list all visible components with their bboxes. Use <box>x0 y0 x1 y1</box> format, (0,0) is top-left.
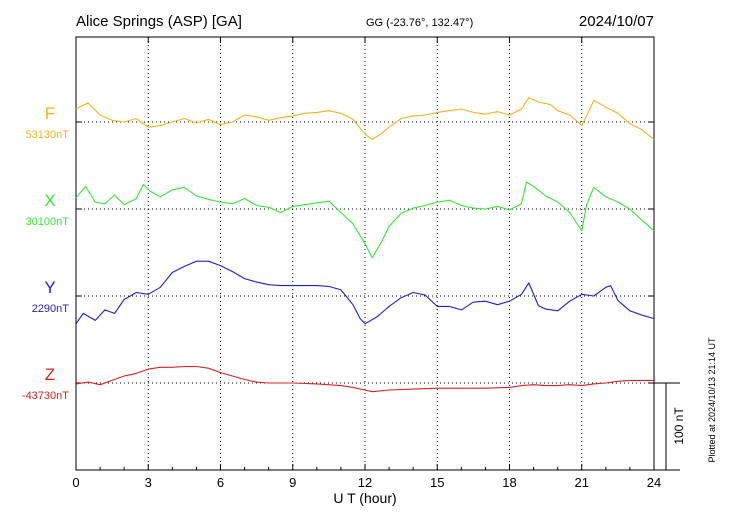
series-baseline-Z: -43730nT <box>22 390 69 402</box>
plot-date: 2024/10/07 <box>579 13 654 30</box>
station-title: Alice Springs (ASP) [GA] <box>76 13 242 30</box>
series-name-Z: Z <box>45 365 55 384</box>
series-lines <box>75 97 655 393</box>
series-baseline-X: 30100nT <box>26 216 70 228</box>
station-coords: GG (-23.76°, 132.47°) <box>366 17 473 29</box>
series-line-F <box>75 97 655 140</box>
tick-label-x-21: 21 <box>575 475 589 490</box>
tick-label-x-3: 3 <box>145 475 152 490</box>
vertical-gridlines <box>147 37 583 470</box>
x-axis-label: U T (hour) <box>333 490 396 506</box>
series-name-F: F <box>45 104 55 123</box>
scale-bar-label: 100 nT <box>672 407 686 445</box>
series-line-X <box>75 181 655 259</box>
series-line-Y <box>75 260 655 325</box>
series-labels: F 53130nT X 30100nT Y 2290nT Z -43730nT <box>22 104 69 402</box>
tick-label-x-12: 12 <box>358 475 372 490</box>
tick-label-x-9: 9 <box>289 475 296 490</box>
tick-label-x-18: 18 <box>502 475 516 490</box>
series-line-Z <box>75 365 654 393</box>
x-axis-ticks: 0 3 6 9 12 15 18 21 24 <box>72 37 661 490</box>
scale-bar <box>652 382 680 471</box>
tick-label-x-0: 0 <box>72 475 79 490</box>
series-name-X: X <box>44 191 55 210</box>
tick-label-x-6: 6 <box>217 475 224 490</box>
series-name-Y: Y <box>44 278 55 297</box>
plotted-at-note: Plotted at 2024/10/13 21:14 UT <box>707 337 717 463</box>
tick-label-x-15: 15 <box>430 475 444 490</box>
series-baseline-Y: 2290nT <box>32 303 70 315</box>
series-baseline-F: 53130nT <box>26 129 70 141</box>
tick-label-x-24: 24 <box>647 475 661 490</box>
